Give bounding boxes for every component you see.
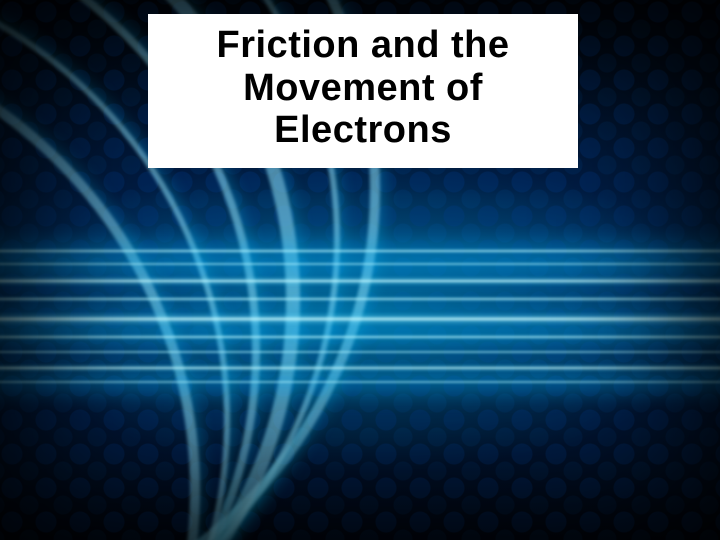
title-box: Friction and the Movement of Electrons [148, 14, 578, 168]
slide-title: Friction and the Movement of Electrons [162, 24, 564, 152]
